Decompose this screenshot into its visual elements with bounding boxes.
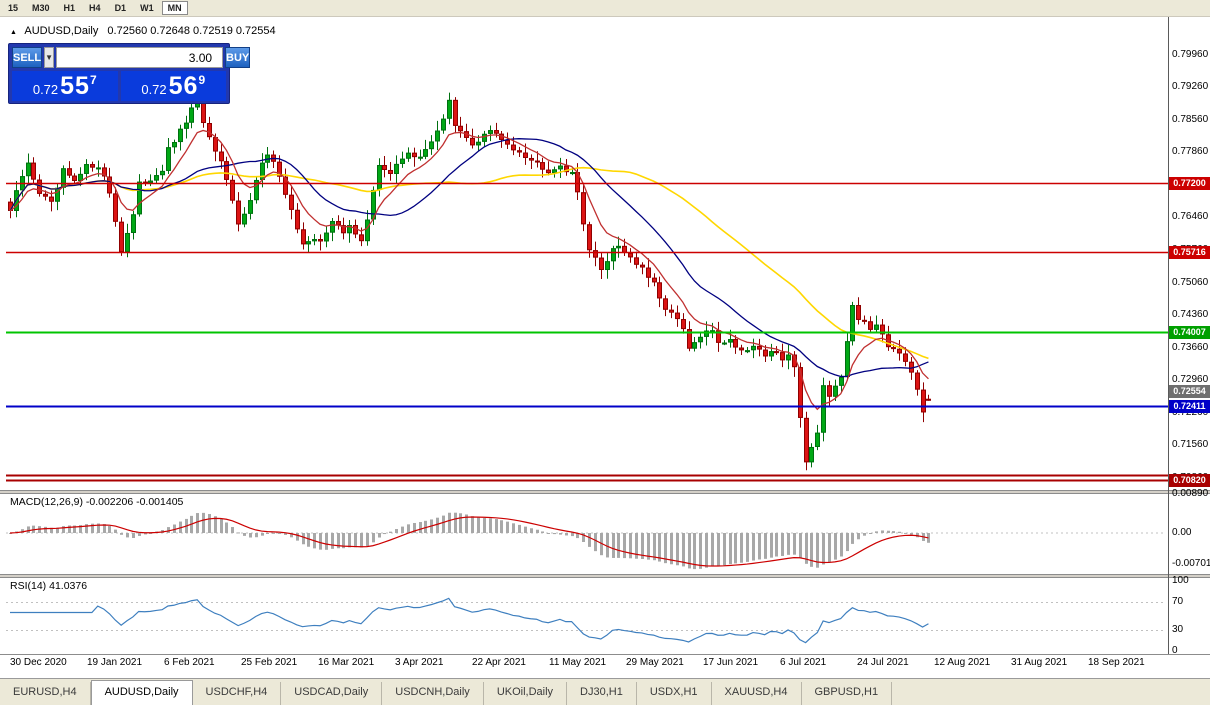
sell-price-big-digits: 55 xyxy=(60,72,90,100)
price-axis-label: 0.72960 xyxy=(1172,374,1209,386)
current-price-tag: 0.72554 xyxy=(1169,385,1210,399)
hline-price-tag: 0.74007 xyxy=(1169,325,1210,339)
rsi-axis-label: 0 xyxy=(1172,645,1178,656)
chart-tab-ukoil-daily[interactable]: UKOil,Daily xyxy=(484,682,568,705)
timeframe-button-m30[interactable]: M30 xyxy=(26,1,56,15)
date-axis-label: 11 May 2021 xyxy=(549,657,607,668)
buy-price-pipette: 9 xyxy=(198,73,206,87)
date-axis-label: 18 Sep 2021 xyxy=(1088,657,1145,668)
chart-title-line: ▲ AUDUSD,Daily 0.72560 0.72648 0.72519 0… xyxy=(10,25,276,37)
date-axis-label: 25 Feb 2021 xyxy=(241,657,298,668)
date-axis-label: 22 Apr 2021 xyxy=(472,657,526,668)
hline-price-tag: 0.77200 xyxy=(1169,177,1210,190)
macd-axis-label: -0.00701 xyxy=(1172,557,1210,569)
one-click-trade-panel: SELL ▼ BUY 0.72 55 7 0.72 56 9 xyxy=(8,43,251,104)
price-axis-label: 0.79260 xyxy=(1172,81,1209,93)
symbol-title: AUDUSD,Daily xyxy=(24,25,99,37)
sell-price-prefix: 0.72 xyxy=(32,82,59,97)
chart-tab-xauusd-h4[interactable]: XAUUSD,H4 xyxy=(712,682,802,705)
price-axis-label: 0.74360 xyxy=(1172,309,1209,321)
date-axis-label: 12 Aug 2021 xyxy=(934,657,991,668)
buy-price-display[interactable]: 0.72 56 9 xyxy=(120,71,226,101)
chart-tab-usdchf-h4[interactable]: USDCHF,H4 xyxy=(193,682,282,705)
rsi-axis-label: 100 xyxy=(1172,575,1189,586)
rsi-axis-label: 30 xyxy=(1172,624,1184,635)
timeframe-button-mn[interactable]: MN xyxy=(161,1,188,15)
timeframe-button-d1[interactable]: D1 xyxy=(109,1,133,15)
macd-axis-label: 0.00890 xyxy=(1172,487,1209,499)
hline-price-tag: 0.70820 xyxy=(1169,473,1210,487)
ohlc-values: 0.72560 0.72648 0.72519 0.72554 xyxy=(107,25,276,37)
sell-price-display[interactable]: 0.72 55 7 xyxy=(12,71,118,101)
hline-price-tag: 0.72411 xyxy=(1169,399,1210,413)
timeframe-toolbar: 15 M30 H1 H4 D1 W1 MN xyxy=(0,0,1210,17)
volume-input[interactable] xyxy=(56,47,224,68)
rsi-value: 41.0376 xyxy=(49,580,88,592)
chart-tab-audusd-daily[interactable]: AUDUSD,Daily xyxy=(90,680,193,705)
chart-tab-dj30-h1[interactable]: DJ30,H1 xyxy=(567,682,637,705)
chart-tab-bar: EURUSD,H4 AUDUSD,Daily USDCHF,H4 USDCAD,Dai… xyxy=(0,678,1210,705)
timeframe-button-h1[interactable]: H1 xyxy=(58,1,82,15)
sell-price-pipette: 7 xyxy=(89,73,97,87)
date-axis-label: 17 Jun 2021 xyxy=(703,657,759,668)
timeframe-button-w1[interactable]: W1 xyxy=(134,1,160,15)
price-axis-label: 0.79960 xyxy=(1172,48,1209,60)
timeframe-button-15[interactable]: 15 xyxy=(2,1,24,15)
chart-tab-usdcad-daily[interactable]: USDCAD,Daily xyxy=(281,682,383,705)
price-axis-label: 0.76460 xyxy=(1172,211,1209,223)
macd-axis-label: 0.00 xyxy=(1172,527,1192,538)
date-axis-label: 19 Jan 2021 xyxy=(87,657,143,668)
date-axis-label: 24 Jul 2021 xyxy=(857,657,909,668)
date-axis-label: 6 Jul 2021 xyxy=(780,657,827,668)
date-axis-label: 3 Apr 2021 xyxy=(395,657,444,668)
date-axis-label: 6 Feb 2021 xyxy=(164,657,215,668)
collapse-arrow-icon[interactable]: ▲ xyxy=(10,29,17,36)
price-axis-label: 0.71560 xyxy=(1172,439,1209,451)
date-axis-label: 31 Aug 2021 xyxy=(1011,657,1068,668)
chart-tab-gbpusd-h1[interactable]: GBPUSD,H1 xyxy=(802,682,893,705)
buy-price-prefix: 0.72 xyxy=(141,82,167,97)
hline-price-tag: 0.75716 xyxy=(1169,246,1210,260)
chart-tab-usdx-h1[interactable]: USDX,H1 xyxy=(637,682,712,705)
date-axis-label: 16 Mar 2021 xyxy=(318,657,375,668)
sell-button[interactable]: SELL xyxy=(12,47,43,68)
rsi-indicator-label: RSI(14) 41.0376 xyxy=(10,580,88,592)
timeframe-button-h4[interactable]: H4 xyxy=(83,1,107,15)
macd-indicator-label: MACD(12,26,9) -0.002206 -0.001405 xyxy=(10,496,184,508)
chart-tab-usdcnh-daily[interactable]: USDCNH,Daily xyxy=(382,682,484,705)
price-axis-label: 0.77860 xyxy=(1172,146,1209,158)
macd-values: -0.002206 -0.001405 xyxy=(85,496,184,508)
rsi-axis-label: 70 xyxy=(1172,596,1184,607)
buy-price-big-digits: 56 xyxy=(168,72,199,100)
volume-dropdown-button[interactable]: ▼ xyxy=(44,47,55,68)
chart-tab-eurusd-h4[interactable]: EURUSD,H4 xyxy=(0,682,91,705)
date-axis-label: 29 May 2021 xyxy=(626,657,684,668)
trade-panel-prices: 0.72 55 7 0.72 56 9 xyxy=(12,71,226,101)
price-axis-label: 0.78560 xyxy=(1172,113,1209,125)
buy-button[interactable]: BUY xyxy=(225,47,251,68)
date-axis-label: 30 Dec 2020 xyxy=(10,657,67,668)
trade-panel-controls: SELL ▼ BUY xyxy=(12,47,251,68)
price-axis-label: 0.75060 xyxy=(1172,276,1209,288)
price-axis-label: 0.73660 xyxy=(1172,341,1209,353)
